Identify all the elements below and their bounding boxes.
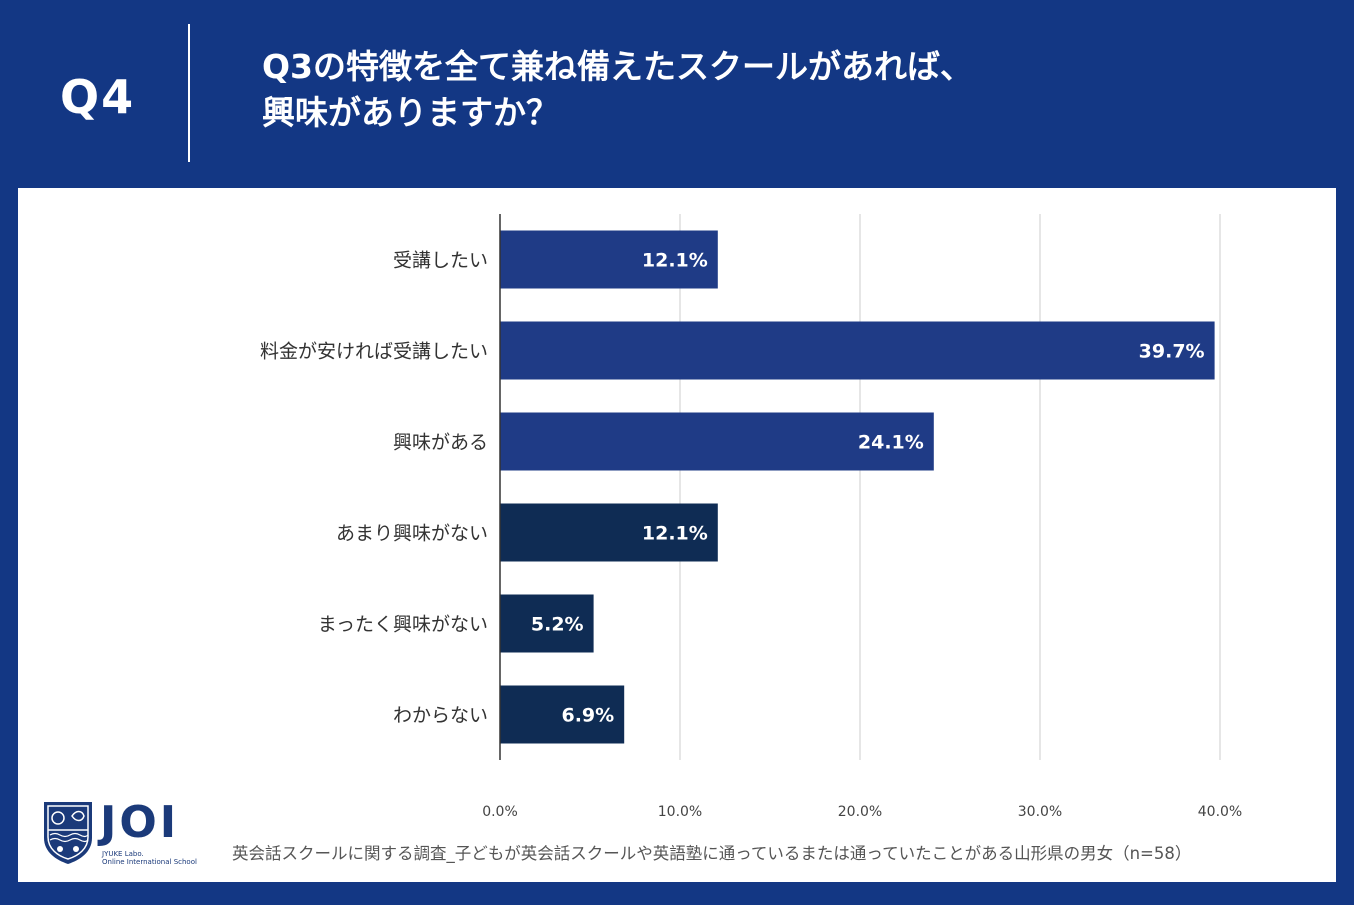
bar-value-label: 39.7%	[1139, 341, 1205, 363]
x-tick-label: 10.0%	[658, 804, 702, 820]
question-number: Q4	[60, 70, 136, 124]
bar-value-label: 6.9%	[561, 705, 614, 727]
bar	[500, 503, 718, 562]
x-tick-label: 20.0%	[838, 804, 882, 820]
x-tick-label: 40.0%	[1198, 804, 1242, 820]
category-label: あまり興味がない	[336, 523, 488, 545]
category-label: わからない	[393, 705, 488, 727]
bar	[500, 412, 934, 471]
shield-emblem-icon	[44, 802, 92, 864]
bar-value-label: 12.1%	[642, 250, 708, 272]
joi-logo: JOI JYUKE Labo. Online International Sch…	[40, 798, 210, 870]
bar	[500, 230, 718, 289]
category-label: 受講したい	[393, 250, 488, 272]
header: Q4 Q3の特徴を全て兼ね備えたスクールがあれば、 興味がありますか？	[0, 0, 1354, 188]
question-title-line1: Q3の特徴を全て兼ね備えたスクールがあれば、	[262, 47, 974, 86]
logo-wordmark: JOI	[100, 797, 180, 848]
chart-panel: 0.0% 10.0% 20.0% 30.0% 40.0% 12.1% 受講したい 39.7% 料…	[18, 188, 1336, 882]
x-tick-label: 30.0%	[1018, 804, 1062, 820]
bar-value-label: 12.1%	[642, 523, 708, 545]
x-tick-label: 0.0%	[482, 804, 518, 820]
category-label: まったく興味がない	[318, 614, 488, 636]
question-title-line2: 興味がありますか？	[262, 93, 559, 132]
bar	[500, 321, 1215, 380]
bar	[500, 594, 594, 653]
logo-subtitle-1: JYUKE Labo.	[102, 850, 144, 858]
bar-value-label: 24.1%	[858, 432, 924, 454]
bar-chart: 0.0% 10.0% 20.0% 30.0% 40.0% 12.1% 受講したい 39.7% 料…	[260, 214, 1242, 820]
logo-subtitle-2: Online International School	[102, 858, 197, 866]
survey-footnote: 英会話スクールに関する調査_子どもが英会話スクールや英語塾に通っているまたは通っ…	[232, 844, 1192, 863]
category-label: 料金が安ければ受講したい	[260, 341, 488, 363]
bar	[500, 685, 625, 744]
bar-value-label: 5.2%	[531, 614, 584, 636]
question-title: Q3の特徴を全て兼ね備えたスクールがあれば、 興味がありますか？	[262, 44, 1322, 136]
header-divider	[188, 24, 190, 162]
category-label: 興味がある	[393, 432, 488, 454]
